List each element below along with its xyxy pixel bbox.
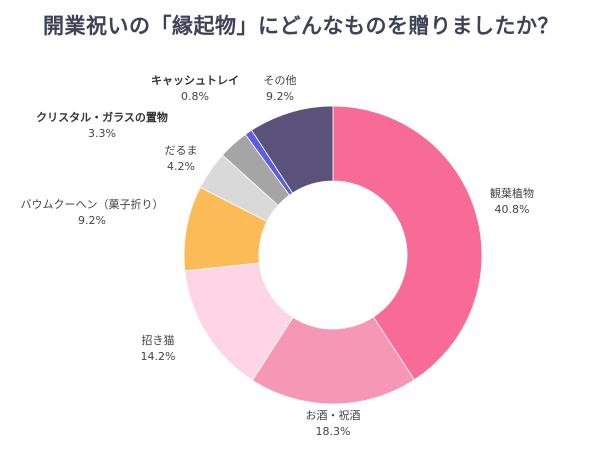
- slice-label-0: 観葉植物 40.8%: [490, 187, 534, 216]
- slice-label-2: 招き猫 14.2%: [140, 334, 176, 363]
- slice-label-3: バウムクーヘン（菓子折り） 9.2%: [20, 198, 164, 227]
- slice-label-6: キャッシュトレイ 0.8%: [151, 74, 239, 103]
- slice-label-4: だるま 4.2%: [164, 144, 198, 173]
- slice-label-7: その他 9.2%: [263, 74, 297, 103]
- chart-title: 開業祝いの「縁起物」にどんなものを贈りましたか？: [43, 14, 559, 38]
- slice-label-5: クリスタル・ガラスの置物 3.3%: [36, 111, 168, 140]
- donut-slice-0: [332, 105, 483, 381]
- donut-slice-7: [251, 105, 334, 194]
- slice-label-1: お酒・祝酒 18.3%: [305, 409, 361, 438]
- donut-slice-1: [251, 316, 415, 405]
